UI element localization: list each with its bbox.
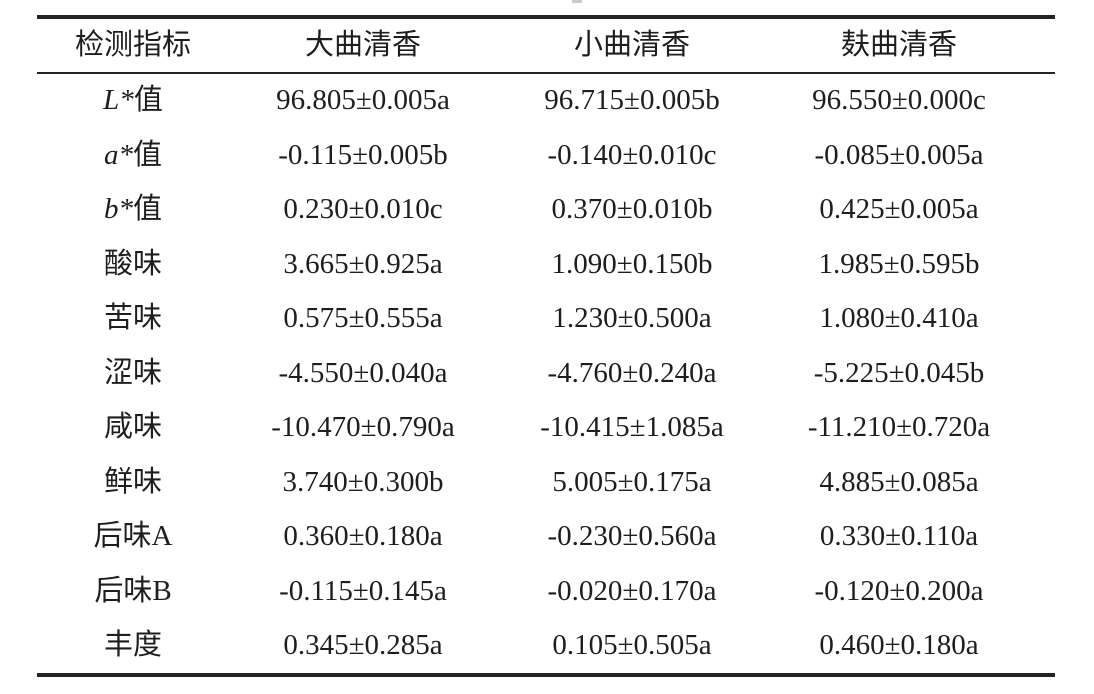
value-cell: -0.115±0.145a xyxy=(279,574,447,607)
value-cell: 0.460±0.180a xyxy=(819,629,979,662)
value-cell: -5.225±0.045b xyxy=(813,356,985,389)
row-label: 丰度 xyxy=(103,629,162,662)
row-label-italic: L* xyxy=(103,84,134,117)
value-cell: 96.715±0.005b xyxy=(544,84,720,117)
table-row: 丰度 0.345±0.285a 0.105±0.505a 0.460±0.180… xyxy=(37,619,1055,674)
table-row: 后味A 0.360±0.180a -0.230±0.560a 0.330±0.1… xyxy=(37,510,1055,565)
table-row: 涩味 -4.550±0.040a -4.760±0.240a -5.225±0.… xyxy=(37,346,1055,401)
value-cell: -10.415±1.085a xyxy=(540,411,724,444)
value-cell: -10.470±0.790a xyxy=(271,411,455,444)
table-row: 苦味 0.575±0.555a 1.230±0.500a 1.080±0.410… xyxy=(37,292,1055,347)
value-cell: 0.230±0.010c xyxy=(283,193,443,226)
row-label-cell: 丰度 xyxy=(37,631,229,660)
row-label-italic: a* xyxy=(103,138,133,171)
value-cell: -4.760±0.240a xyxy=(547,356,717,389)
table-body: L*值 96.805±0.005a 96.715±0.005b 96.550±0… xyxy=(37,74,1055,674)
value-cell: -0.020±0.170a xyxy=(547,574,717,607)
row-label-italic: b* xyxy=(103,193,133,226)
value-cell: 96.550±0.000c xyxy=(812,84,986,117)
value-cell: 1.230±0.500a xyxy=(552,302,712,335)
value-cell: 1.985±0.595b xyxy=(818,247,980,280)
value-cell: 0.105±0.505a xyxy=(552,629,712,662)
table-row: 后味B -0.115±0.145a -0.020±0.170a -0.120±0… xyxy=(37,564,1055,619)
column-header-indicator: 检测指标 xyxy=(74,28,191,61)
value-cell: -0.140±0.010c xyxy=(547,138,717,171)
row-label-cell: a*值 xyxy=(37,138,229,171)
row-label-cell: 苦味 xyxy=(37,304,229,333)
table-header-row: 检测指标 大曲清香 小曲清香 麸曲清香 xyxy=(37,19,1055,72)
row-label: 咸味 xyxy=(103,411,162,444)
table-row: b*值 0.230±0.010c 0.370±0.010b 0.425±0.00… xyxy=(37,183,1055,238)
value-cell: 0.330±0.110a xyxy=(819,520,979,553)
row-label: 值 xyxy=(132,138,162,171)
value-cell: 1.080±0.410a xyxy=(819,302,979,335)
column-header-xiaoqu: 小曲清香 xyxy=(573,28,690,61)
row-label-cell: 后味B xyxy=(37,574,229,607)
value-cell: 0.370±0.010b xyxy=(551,193,713,226)
row-label: 值 xyxy=(132,193,162,226)
row-label: 值 xyxy=(133,84,163,117)
table-top-rule xyxy=(37,15,1055,19)
value-cell: -0.085±0.005a xyxy=(814,138,984,171)
row-label: 苦味 xyxy=(103,302,162,335)
row-label: 涩味 xyxy=(103,356,162,389)
row-label-cell: 鲜味 xyxy=(37,465,229,498)
column-header-daqu: 大曲清香 xyxy=(304,28,421,61)
results-table: 检测指标 大曲清香 小曲清香 麸曲清香 L*值 96.805±0.005a 96… xyxy=(37,15,1055,677)
value-cell: 1.090±0.150b xyxy=(551,247,713,280)
value-cell: 0.360±0.180a xyxy=(283,520,443,553)
value-cell: -11.210±0.720a xyxy=(807,411,991,444)
table-row: L*值 96.805±0.005a 96.715±0.005b 96.550±0… xyxy=(37,74,1055,129)
row-label: 鲜味 xyxy=(103,465,162,498)
row-label-cell: b*值 xyxy=(37,195,229,224)
value-cell: 5.005±0.175a xyxy=(552,465,712,498)
value-cell: -0.230±0.560a xyxy=(547,520,717,553)
value-cell: 3.740±0.300b xyxy=(282,465,444,498)
row-label-cell: L*值 xyxy=(37,86,229,115)
column-header-fuqu: 麸曲清香 xyxy=(840,28,957,61)
value-cell: 0.575±0.555a xyxy=(283,302,443,335)
table-row: 鲜味 3.740±0.300b 5.005±0.175a 4.885±0.085… xyxy=(37,455,1055,510)
row-label-cell: 涩味 xyxy=(37,356,229,389)
cropped-title-remnant xyxy=(572,0,582,3)
value-cell: 96.805±0.005a xyxy=(276,84,450,117)
table-row: 酸味 3.665±0.925a 1.090±0.150b 1.985±0.595… xyxy=(37,237,1055,292)
value-cell: 0.345±0.285a xyxy=(283,629,443,662)
row-label-cell: 后味A xyxy=(37,522,229,551)
table-row: 咸味 -10.470±0.790a -10.415±1.085a -11.210… xyxy=(37,401,1055,456)
value-cell: 3.665±0.925a xyxy=(283,247,443,280)
row-label: 后味A xyxy=(93,520,173,553)
row-label-cell: 咸味 xyxy=(37,413,229,442)
table-row: a*值 -0.115±0.005b -0.140±0.010c -0.085±0… xyxy=(37,128,1055,183)
table-bottom-rule xyxy=(37,673,1055,677)
value-cell: -0.115±0.005b xyxy=(278,138,448,171)
value-cell: -4.550±0.040a xyxy=(278,356,448,389)
table-header-rule xyxy=(37,71,1055,74)
value-cell: 4.885±0.085a xyxy=(819,465,979,498)
row-label-cell: 酸味 xyxy=(37,247,229,280)
value-cell: 0.425±0.005a xyxy=(819,193,979,226)
row-label: 后味B xyxy=(94,574,172,607)
row-label: 酸味 xyxy=(103,247,162,280)
value-cell: -0.120±0.200a xyxy=(814,574,984,607)
